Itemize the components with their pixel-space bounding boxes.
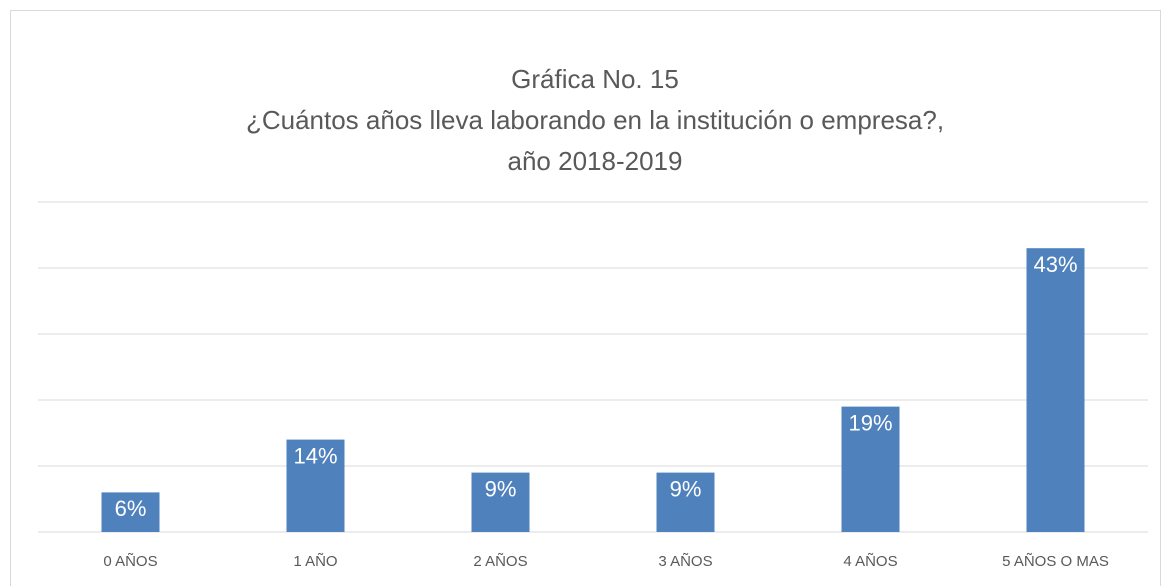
bar (656, 472, 715, 532)
data-label: 19% (848, 410, 892, 435)
x-tick-label: 2 AÑOS (473, 553, 527, 570)
bar (1026, 248, 1085, 532)
chart-frame (10, 10, 1161, 586)
bar (471, 472, 530, 532)
data-label: 9% (485, 476, 517, 501)
x-tick-label: 4 AÑOS (843, 553, 897, 570)
data-label: 14% (293, 443, 337, 468)
chart-title: ¿Cuántos años lleva laborando en la inst… (246, 105, 944, 135)
x-tick-label: 3 AÑOS (658, 553, 712, 570)
x-tick-label: 0 AÑOS (103, 553, 157, 570)
bar (101, 492, 160, 532)
chart-title: Gráfica No. 15 (511, 64, 679, 94)
data-label: 6% (115, 496, 147, 521)
chart-title: año 2018-2019 (508, 146, 683, 176)
bar (841, 406, 900, 532)
data-label: 43% (1033, 252, 1077, 277)
bar (286, 439, 345, 532)
x-tick-label: 5 AÑOS O MAS (1002, 553, 1109, 570)
x-tick-label: 1 AÑO (293, 553, 337, 570)
data-label: 9% (670, 476, 702, 501)
